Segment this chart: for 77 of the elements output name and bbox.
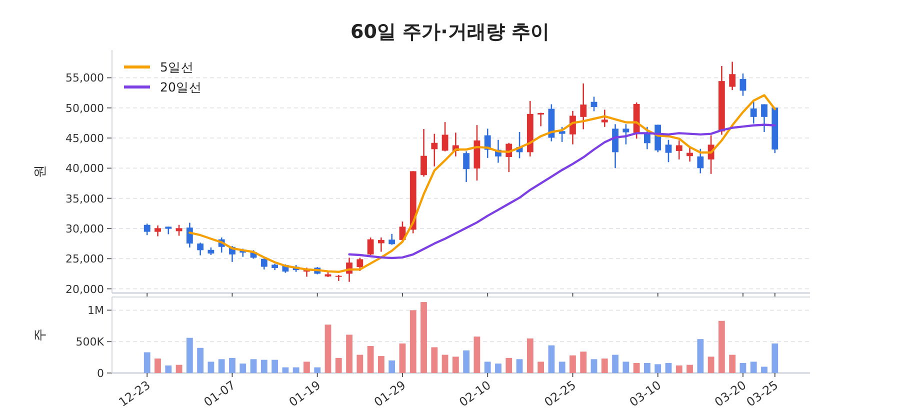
bar <box>506 358 512 373</box>
bar <box>718 320 725 373</box>
bar <box>654 364 662 373</box>
bar <box>570 355 576 373</box>
bar <box>750 362 757 373</box>
bar <box>367 346 374 373</box>
legend-label: 20일선 <box>160 80 202 94</box>
y-tick-label: 25,000 <box>66 252 104 266</box>
bar <box>378 356 384 373</box>
bar <box>176 364 182 373</box>
bar <box>772 343 778 373</box>
bar <box>538 362 544 373</box>
bar <box>240 364 246 373</box>
bar <box>420 302 427 373</box>
bar <box>452 356 459 373</box>
bar <box>335 358 342 373</box>
bar <box>314 367 321 373</box>
bar <box>665 362 672 373</box>
bar <box>495 364 502 373</box>
bar <box>282 367 289 373</box>
bar <box>356 354 364 373</box>
bar <box>676 365 682 373</box>
bar <box>622 362 630 373</box>
bar <box>708 356 714 373</box>
bar <box>590 359 598 373</box>
bar <box>260 360 268 373</box>
legend-label: 5일선 <box>160 60 194 74</box>
bar <box>463 350 470 373</box>
bar <box>388 360 396 373</box>
y-tick-label: 35,000 <box>66 192 104 206</box>
bar <box>761 366 768 373</box>
bar <box>272 360 278 373</box>
chart-title: 60일 주가·거래량 추이 <box>350 21 550 43</box>
bar <box>208 362 214 373</box>
bar <box>558 362 566 373</box>
bar <box>165 365 172 373</box>
y-tick-label: 500K <box>76 336 105 349</box>
bar <box>729 354 736 373</box>
bar <box>644 362 650 373</box>
bar <box>686 364 693 373</box>
bar <box>186 338 193 373</box>
y-tick-label: 45,000 <box>66 132 104 146</box>
y-tick-label: 0 <box>97 367 104 380</box>
bar <box>304 362 310 373</box>
bar <box>442 354 448 373</box>
bar <box>250 359 257 373</box>
bar <box>324 324 332 373</box>
bar <box>697 339 704 373</box>
bar <box>516 359 523 373</box>
bar <box>633 362 640 373</box>
bar <box>740 362 746 373</box>
bar <box>548 345 555 373</box>
bar <box>218 359 225 373</box>
bar <box>229 358 236 373</box>
y-tick-label: 30,000 <box>66 222 104 236</box>
bar <box>601 358 608 373</box>
bar <box>399 343 406 373</box>
bar <box>292 367 300 373</box>
bar <box>484 362 491 373</box>
y-tick-label: 40,000 <box>66 162 104 176</box>
y-tick-label: 55,000 <box>66 72 104 85</box>
y-axis-title: 원 <box>33 165 48 178</box>
bar <box>580 352 587 373</box>
bar <box>144 352 150 373</box>
y-tick-label: 50,000 <box>66 102 104 115</box>
y-tick-label: 20,000 <box>66 282 104 296</box>
bar <box>197 348 204 373</box>
bar <box>612 354 618 373</box>
bar <box>410 310 416 373</box>
bar <box>431 347 438 373</box>
y-axis-title: 주 <box>33 328 48 342</box>
bar <box>346 334 352 373</box>
line-series <box>348 124 776 260</box>
bar <box>474 336 480 373</box>
y-tick-label: 1M <box>88 304 104 318</box>
bar <box>526 338 534 373</box>
bar <box>154 358 161 373</box>
